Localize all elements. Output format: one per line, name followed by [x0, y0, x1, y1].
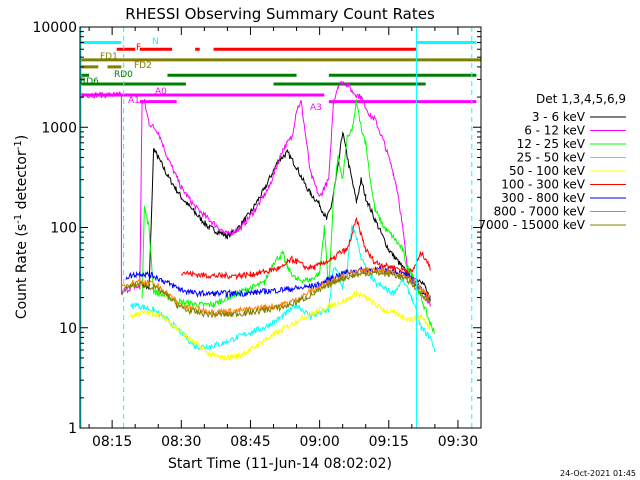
y-tick-label: 1000 — [41, 120, 77, 136]
state-label-a1: A1 — [128, 96, 140, 106]
x-tick-label: 09:00 — [299, 434, 339, 450]
x-tick-label: 09:15 — [369, 434, 409, 450]
y-tick-label: 10 — [59, 321, 77, 337]
legend-label-0: 3 - 6 keV — [532, 110, 586, 124]
state-label-rd0: RD0 — [114, 70, 133, 80]
y-axis-label-sup2: -1 — [13, 140, 24, 150]
series-line-5 — [180, 217, 431, 281]
y-axis-label-mid: detector — [14, 150, 30, 214]
axes — [79, 26, 482, 429]
x-axis-label: Start Time (11-Jun-14 08:02:02) — [168, 456, 392, 472]
series-lines — [80, 80, 436, 362]
timestamp: 24-Oct-2021 01:45 — [560, 469, 636, 478]
y-tick-label: 1 — [68, 421, 77, 437]
y-tick-label: 100 — [50, 221, 77, 237]
series-line-4 — [130, 290, 431, 362]
y-axis-label-main: Count Rate (s — [14, 224, 30, 319]
state-label-a3: A3 — [310, 103, 322, 113]
instrument-state-bars — [80, 41, 481, 104]
series-line-3 — [130, 224, 436, 353]
tick-labels: 1 10 100 1000 10000 08:15 08:30 08:45 09:00 09:15… — [32, 20, 478, 450]
x-tick-label: 08:30 — [161, 434, 201, 450]
state-label-f: F — [136, 43, 141, 53]
state-label-fd1: FD1 — [100, 52, 118, 62]
state-label-fd2: FD2 — [134, 61, 152, 71]
y-axis-label-end: ) — [14, 135, 30, 140]
legend-title: Det 1,3,4,5,6,9 — [536, 92, 626, 106]
series-line-2 — [141, 99, 436, 335]
x-tick-label: 08:15 — [92, 434, 132, 450]
state-label-a0: A0 — [155, 87, 167, 97]
chart-title: RHESSI Observing Summary Count Rates — [125, 5, 435, 23]
state-label-n: N — [152, 37, 159, 47]
legend-label-5: 100 - 300 keV — [501, 178, 585, 192]
series-line-0 — [141, 131, 431, 302]
vertical-markers — [80, 27, 473, 428]
y-axis-label-sup1: -1 — [13, 214, 24, 224]
series-line-6 — [125, 265, 431, 300]
legend-label-8: 7000 - 15000 keV — [478, 218, 585, 232]
legend-label-2: 12 - 25 keV — [517, 137, 586, 151]
legend-label-7: 800 - 7000 keV — [494, 205, 586, 219]
y-axis-label: Count Rate (s-1 detector-1) — [13, 135, 30, 319]
x-tick-label: 08:45 — [230, 434, 270, 450]
series-line-8 — [120, 269, 431, 319]
legend-label-3: 25 - 50 keV — [517, 151, 586, 165]
x-tick-label: 09:30 — [438, 434, 478, 450]
legend-label-1: 6 - 12 keV — [524, 124, 586, 138]
series-line-1 — [80, 80, 431, 307]
y-tick-label: 10000 — [32, 20, 77, 36]
legend-label-6: 300 - 800 keV — [501, 191, 585, 205]
legend-label-4: 50 - 100 keV — [509, 164, 586, 178]
state-label-rd6: RD6 — [80, 77, 99, 87]
